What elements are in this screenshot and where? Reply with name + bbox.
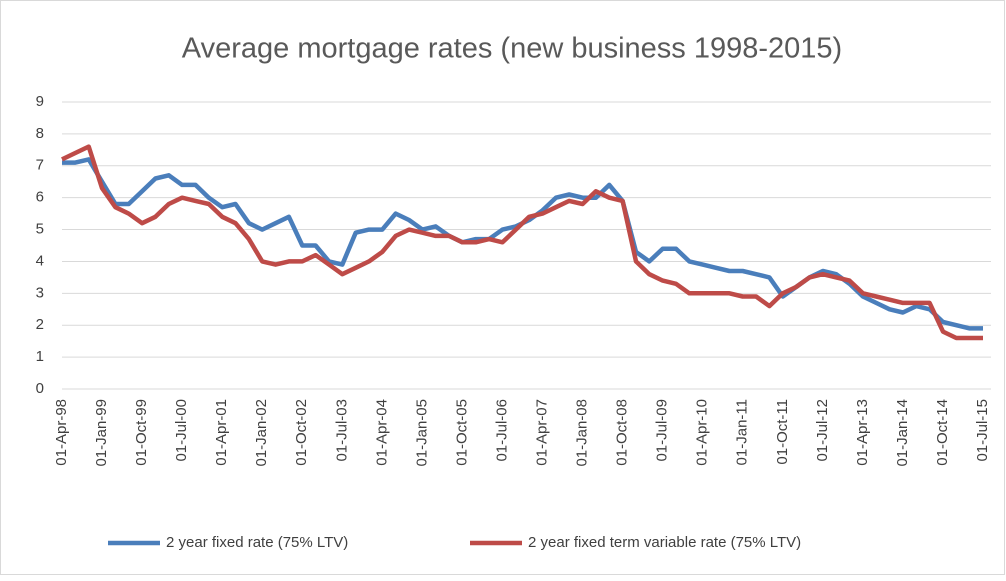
- x-tick-label: 01-Oct-02: [293, 399, 310, 466]
- y-tick-label: 6: [36, 189, 44, 206]
- x-tick-label: 01-Jul-03: [333, 399, 350, 462]
- x-tick-label: 01-Apr-07: [533, 399, 550, 466]
- x-tick-label: 01-Jul-06: [493, 399, 510, 462]
- x-tick-label: 01-Jan-08: [574, 399, 591, 467]
- x-tick-label: 01-Jul-00: [173, 399, 190, 462]
- line-series: [61, 144, 983, 341]
- x-tick-label: 01-Apr-13: [854, 399, 871, 466]
- x-tick-label: 01-Apr-10: [694, 399, 711, 466]
- y-tick-label: 8: [36, 125, 44, 142]
- x-tick-label: 01-Jan-99: [93, 399, 110, 467]
- x-tick-label: 01-Jul-12: [814, 399, 831, 462]
- x-tick-label: 01-Oct-11: [774, 399, 791, 465]
- x-tick-label: 01-Oct-08: [614, 399, 631, 466]
- x-tick-label: 01-Oct-99: [133, 399, 150, 466]
- legend-label: 2 year fixed term variable rate (75% LTV…: [528, 534, 801, 551]
- y-tick-label: 2: [36, 316, 44, 333]
- y-tick-label: 3: [36, 284, 44, 301]
- x-tick-label: 01-Oct-05: [453, 399, 470, 466]
- y-tick-label: 5: [36, 221, 44, 238]
- y-tick-label: 1: [36, 348, 44, 365]
- x-tick-label: 01-Apr-98: [53, 399, 70, 466]
- x-tick-label: 01-Apr-01: [213, 399, 230, 466]
- x-tick-label: 01-Jan-11: [734, 399, 751, 465]
- x-tick-label: 01-Jul-09: [654, 399, 671, 462]
- x-tick-label: 01-Oct-14: [934, 399, 951, 466]
- x-tick-label: 01-Jan-14: [894, 399, 911, 467]
- x-tick-label: 01-Apr-04: [373, 399, 390, 466]
- x-tick-label: 01-Jul-15: [974, 399, 991, 462]
- y-tick-label: 4: [36, 252, 44, 269]
- x-tick-label: 01-Jan-05: [413, 399, 430, 467]
- y-tick-label: 7: [36, 157, 44, 174]
- legend-label: 2 year fixed rate (75% LTV): [166, 534, 348, 551]
- x-tick-label: 01-Jan-02: [253, 399, 270, 467]
- chart-title: Average mortgage rates (new business 199…: [182, 33, 842, 65]
- y-tick-label: 0: [36, 380, 44, 397]
- y-tick-label: 9: [36, 93, 44, 110]
